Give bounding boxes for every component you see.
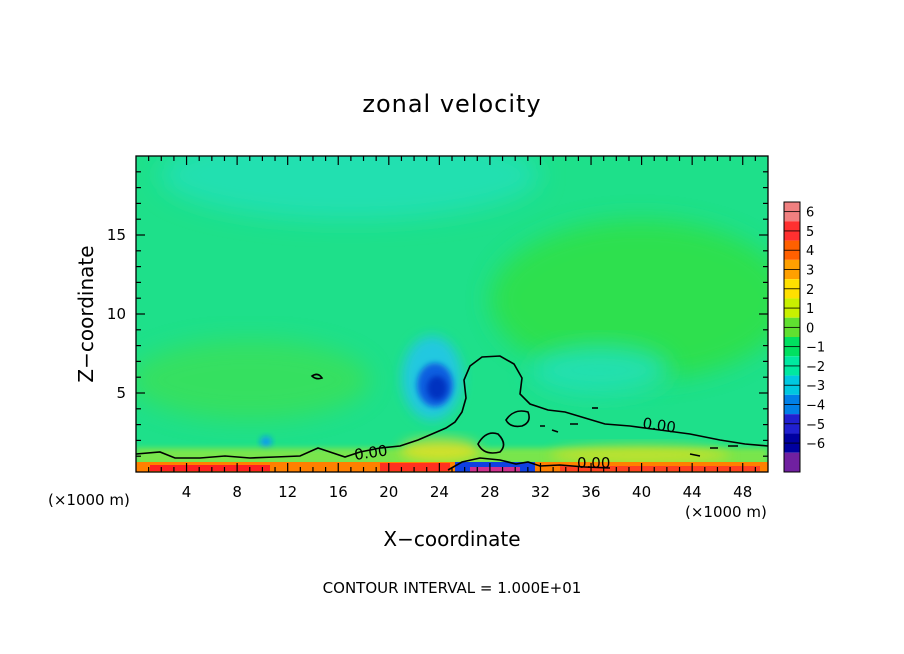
x-tick-label: 36 — [581, 483, 600, 501]
x-unit-label-right: (×1000 m) — [685, 503, 767, 521]
colorbar-label: −2 — [806, 360, 825, 375]
colorbar-label: −5 — [806, 418, 825, 433]
colorbar-label: 6 — [806, 206, 814, 221]
x-axis-title: X−coordinate — [383, 527, 520, 551]
x-tick-label: 12 — [278, 483, 297, 501]
colorbar-band — [784, 452, 800, 472]
x-tick-label: 28 — [480, 483, 499, 501]
x-tick-label: 20 — [379, 483, 398, 501]
colorbar: 6 5 4 3 2 1 0 −1 −2 −3 −4 −5 −6 — [783, 201, 825, 473]
x-unit-label-left: (×1000 m) — [48, 491, 130, 509]
zero-contour — [136, 355, 768, 471]
colorbar-label: −6 — [806, 437, 825, 452]
x-tick-label: 40 — [632, 483, 651, 501]
x-tick-label: 24 — [430, 483, 449, 501]
y-tick-label: 10 — [107, 305, 126, 323]
colorbar-frame — [783, 201, 801, 473]
y-axis-title: Z−coordinate — [74, 245, 98, 382]
colorbar-label: 3 — [806, 264, 814, 279]
x-tick-label: 4 — [182, 483, 192, 501]
colorbar-label: 5 — [806, 225, 814, 240]
colorbar-label: 0 — [806, 321, 814, 336]
x-tick-label: 44 — [683, 483, 702, 501]
contour-interval-note: CONTOUR INTERVAL = 1.000E+01 — [323, 579, 582, 597]
colorbar-label: 2 — [806, 283, 814, 298]
contour-label: 0.00 — [353, 441, 389, 463]
y-axis: 5 10 15 — [107, 171, 768, 457]
x-tick-label: 8 — [232, 483, 242, 501]
colorbar-label: −3 — [806, 379, 825, 394]
y-tick-label: 5 — [116, 384, 126, 402]
colorbar-label: −1 — [806, 341, 825, 356]
x-tick-label: 16 — [329, 483, 348, 501]
contour-label: 0.00 — [641, 414, 677, 436]
y-tick-label: 15 — [107, 226, 126, 244]
contour-label: 0.00 — [577, 454, 610, 472]
x-tick-label: 48 — [733, 483, 752, 501]
colorbar-label: 4 — [806, 244, 814, 259]
colorbar-label: −4 — [806, 399, 825, 414]
chart-title: zonal velocity — [362, 90, 541, 118]
x-tick-label: 32 — [531, 483, 550, 501]
colorbar-label: 1 — [806, 302, 814, 317]
x-axis: 4 8 12 16 20 24 28 32 36 40 44 48 — [148, 156, 756, 501]
velocity-field — [136, 156, 768, 472]
